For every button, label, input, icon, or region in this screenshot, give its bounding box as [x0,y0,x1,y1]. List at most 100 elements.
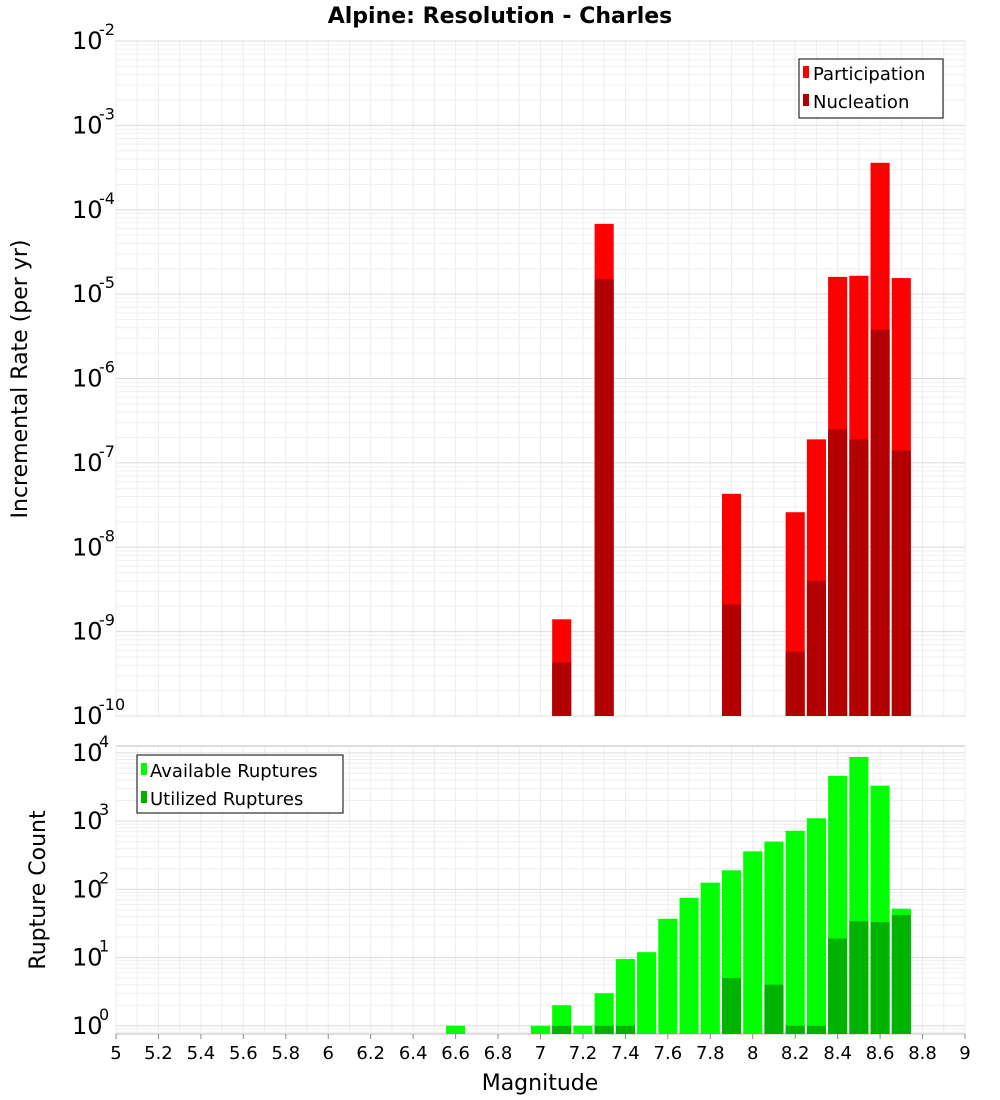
bar-nucleation-m8_7 [891,450,911,716]
x-tick-label: 5 [110,1043,121,1064]
y-tick-exponent: -10 [99,695,125,714]
x-tick-label: 8.6 [866,1043,895,1064]
y-tick-label: 10 [72,875,103,903]
y-tick-label: 10 [72,1012,103,1040]
legend-participation-label: Participation [813,64,925,85]
legend-available-label: Available Ruptures [150,761,318,782]
y-tick-exponent: 3 [99,800,109,819]
legend-participation-swatch [803,66,809,78]
bar-utilized-ruptures-m7_3 [594,1025,614,1034]
legend-nucleation-swatch [803,94,809,106]
x-tick-label: 8 [747,1043,758,1064]
x-tick-label: 5.2 [144,1043,173,1064]
x-tick-label: 5.6 [229,1043,258,1064]
y-tick-label: 10 [72,111,103,139]
y-tick-exponent: 4 [99,732,109,751]
bar-utilized-ruptures-m8_3 [806,1025,826,1034]
bar-available-ruptures-m7 [530,1025,551,1034]
x-tick-label: 8.4 [823,1043,852,1064]
count-legend: Available Ruptures Utilized Ruptures [136,754,344,814]
y-tick-exponent: -5 [99,273,115,292]
y-tick-label: 10 [72,533,103,561]
x-tick-label: 5.8 [271,1043,300,1064]
bar-utilized-ruptures-m7_4 [615,1025,635,1034]
x-tick-label: 7.4 [611,1043,640,1064]
bar-available-ruptures-m7_7 [679,897,699,1034]
bar-utilized-ruptures-m8_7 [891,915,911,1034]
y-tick-exponent: -2 [99,20,115,39]
bar-utilized-ruptures-m8_6 [870,922,890,1034]
bar-available-ruptures-m8_3 [806,818,826,1034]
y-tick-exponent: -4 [99,189,115,208]
bar-utilized-ruptures-m8_2 [785,1025,805,1034]
x-tick-label: 6 [323,1043,334,1064]
y-tick-exponent: 0 [99,1005,109,1024]
count-y-axis-label: Rupture Count [26,810,51,970]
bar-available-ruptures-m7_3 [594,993,614,1034]
y-tick-exponent: 2 [99,868,109,887]
bar-available-ruptures-m8_2 [785,830,805,1034]
legend-available-swatch [141,763,147,775]
x-tick-label: 6.4 [399,1043,428,1064]
x-tick-label: 6.6 [441,1043,470,1064]
bar-utilized-ruptures-m8_1 [764,984,784,1034]
x-tick-label: 5.4 [187,1043,216,1064]
y-tick-label: 10 [72,449,103,477]
y-tick-label: 10 [72,365,103,393]
y-tick-exponent: -6 [99,358,115,377]
bar-nucleation-m8_3 [806,580,826,716]
bar-utilized-ruptures-m8_5 [849,921,869,1034]
legend-nucleation-label: Nucleation [813,92,909,113]
x-tick-label: 7.2 [569,1043,598,1064]
bar-available-ruptures-m7_5 [637,952,657,1034]
count-bars [446,756,911,1034]
rate-y-ticks: 10-210-310-410-510-610-710-810-910-10 [72,20,125,730]
y-tick-label: 10 [72,27,103,55]
bar-nucleation-m7_1 [552,662,572,716]
y-tick-exponent: -8 [99,526,115,545]
rate-y-axis-label: Incremental Rate (per yr) [8,240,33,519]
x-axis-label: Magnitude [482,1071,599,1096]
x-tick-label: 6.8 [484,1043,513,1064]
bar-nucleation-m8_6 [870,329,890,716]
x-tick-label: 8.2 [781,1043,810,1064]
bar-nucleation-m8_4 [828,429,848,716]
y-tick-label: 10 [72,739,103,767]
bar-nucleation-m7_3 [594,279,614,716]
rate-panel: 10-210-310-410-510-610-710-810-910-10 In… [8,20,966,730]
y-tick-label: 10 [72,196,103,224]
bar-available-ruptures-m7_6 [658,918,678,1034]
y-tick-label: 10 [72,618,103,646]
y-tick-label: 10 [72,944,103,972]
count-legend-box [136,754,344,814]
y-tick-exponent: -7 [99,442,115,461]
bar-available-ruptures-m7_8 [700,882,720,1034]
bar-nucleation-m7_9 [721,604,742,716]
bar-available-ruptures-m8 [743,851,763,1034]
bar-available-ruptures-m7_2 [573,1025,593,1034]
legend-utilized-swatch [141,791,147,803]
y-tick-exponent: -9 [99,611,115,630]
rate-legend: Participation Nucleation [798,58,944,119]
y-tick-exponent: 1 [99,937,109,956]
legend-utilized-label: Utilized Ruptures [150,789,303,810]
x-tick-label: 7.6 [654,1043,683,1064]
rate-bars [552,162,911,716]
rate-legend-box [798,58,944,119]
magnitude-x-ticks: 5 5.2 5.4 5.6 5.8 6 6.2 6.4 6.6 6.8 7 7.2 7.4 7.6 7.8 8… [110,1034,971,1064]
x-tick-label: 7.8 [696,1043,725,1064]
bar-utilized-ruptures-m8_4 [828,938,848,1034]
x-tick-label: 8.8 [908,1043,937,1064]
y-tick-exponent: -3 [99,104,115,123]
bar-nucleation-m8_2 [785,651,805,716]
y-tick-label: 10 [72,807,103,835]
bar-available-ruptures-m7_4 [615,959,635,1034]
bar-utilized-ruptures-m7_9 [721,978,742,1034]
x-tick-label: 9 [959,1043,970,1064]
bar-nucleation-m8_5 [849,439,869,716]
x-tick-label: 7 [535,1043,546,1064]
bar-available-ruptures-m6_6 [446,1025,466,1034]
